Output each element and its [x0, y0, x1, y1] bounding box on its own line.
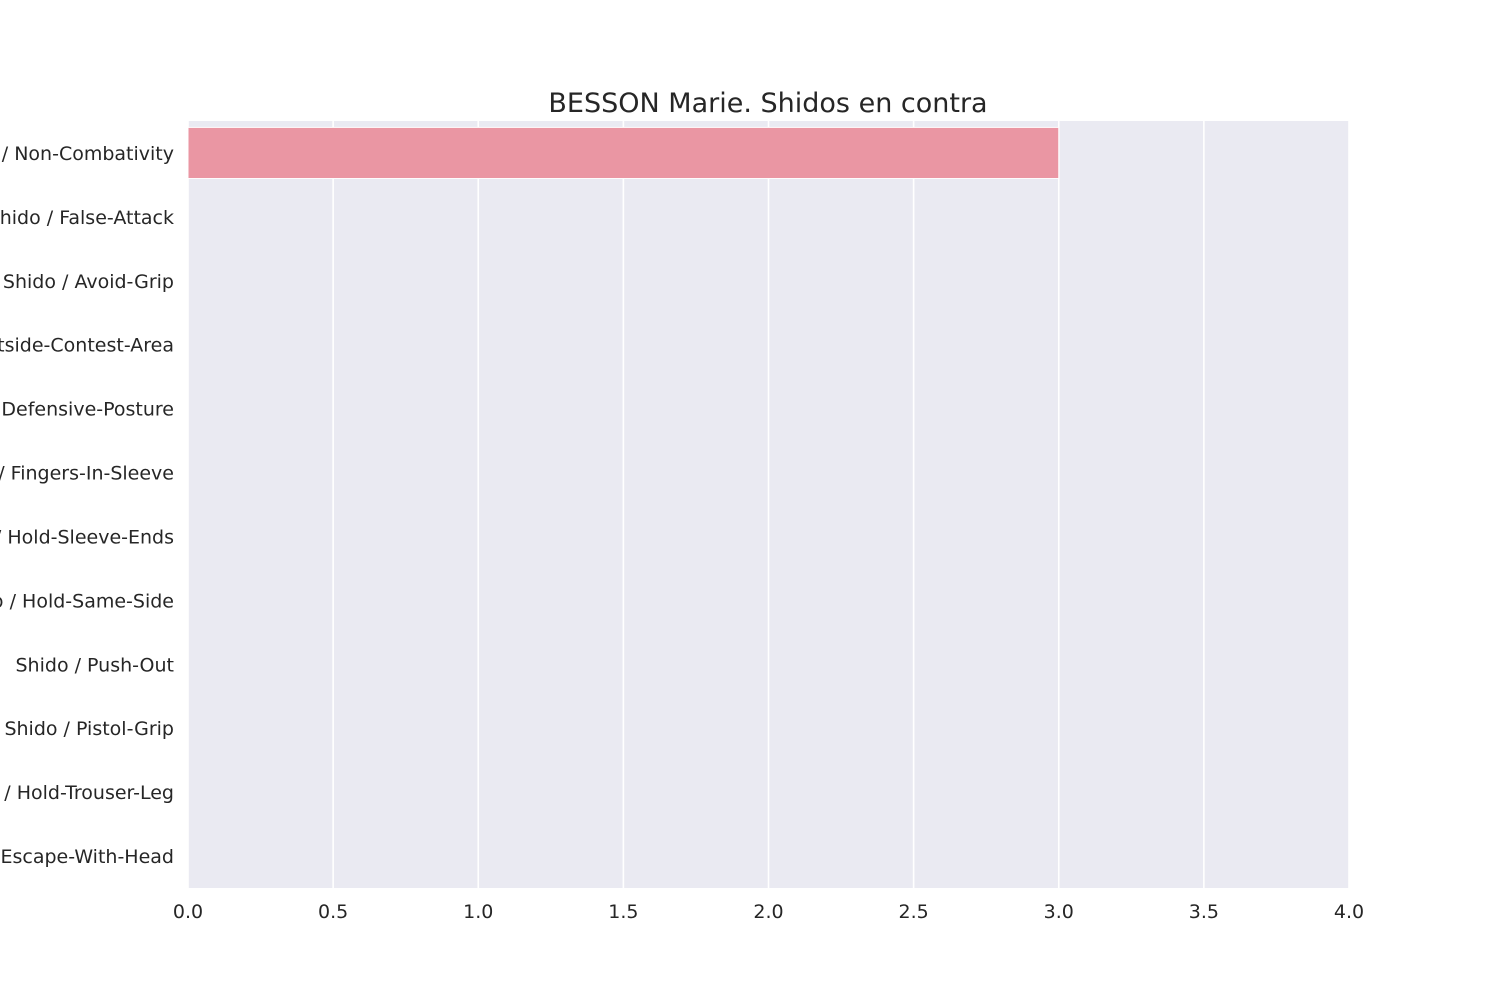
x-tick-label: 2.5 [899, 901, 929, 923]
y-tick-label: Shido / Fingers-In-Sleeve [0, 463, 174, 485]
y-tick-label: Shido / Hold-Same-Side [0, 590, 174, 612]
chart-title: BESSON Marie. Shidos en contra [548, 88, 987, 119]
x-tick-label: 2.0 [753, 901, 783, 923]
y-tick-label: Shido / Avoid-Grip [3, 271, 174, 293]
y-tick-label: Shido / False-Attack [0, 207, 174, 229]
y-tick-label: Shido / Pistol-Grip [4, 718, 174, 740]
y-tick-label: Shido / Escape-With-Head [0, 846, 174, 868]
x-tick-labels: 0.0 0.5 1.0 1.5 2.0 2.5 3.0 3.5 4.0 [173, 901, 1364, 923]
x-tick-label: 3.0 [1044, 901, 1074, 923]
y-tick-label: Shido / Hold-Trouser-Leg [0, 782, 174, 804]
x-tick-label: 1.0 [463, 901, 493, 923]
x-tick-label: 4.0 [1334, 901, 1364, 923]
y-tick-label: Shido / Non-Combativity [0, 143, 174, 165]
y-tick-label: Shido / Hold-Sleeve-Ends [0, 526, 174, 548]
y-tick-labels: Shido / Non-Combativity Shido / False-Att… [0, 143, 174, 868]
y-tick-label: Shido / Defensive-Posture [0, 399, 174, 421]
x-tick-label: 0.5 [318, 901, 348, 923]
x-tick-label: 3.5 [1189, 901, 1219, 923]
y-tick-label: Shido / Push-Out [16, 654, 175, 676]
x-tick-label: 1.5 [608, 901, 638, 923]
bars [187, 126, 1060, 180]
x-tick-label: 0.0 [173, 901, 203, 923]
grid-lines [187, 121, 1350, 888]
y-tick-label: Shido / Outside-Contest-Area [0, 335, 174, 357]
bar [187, 126, 1060, 180]
